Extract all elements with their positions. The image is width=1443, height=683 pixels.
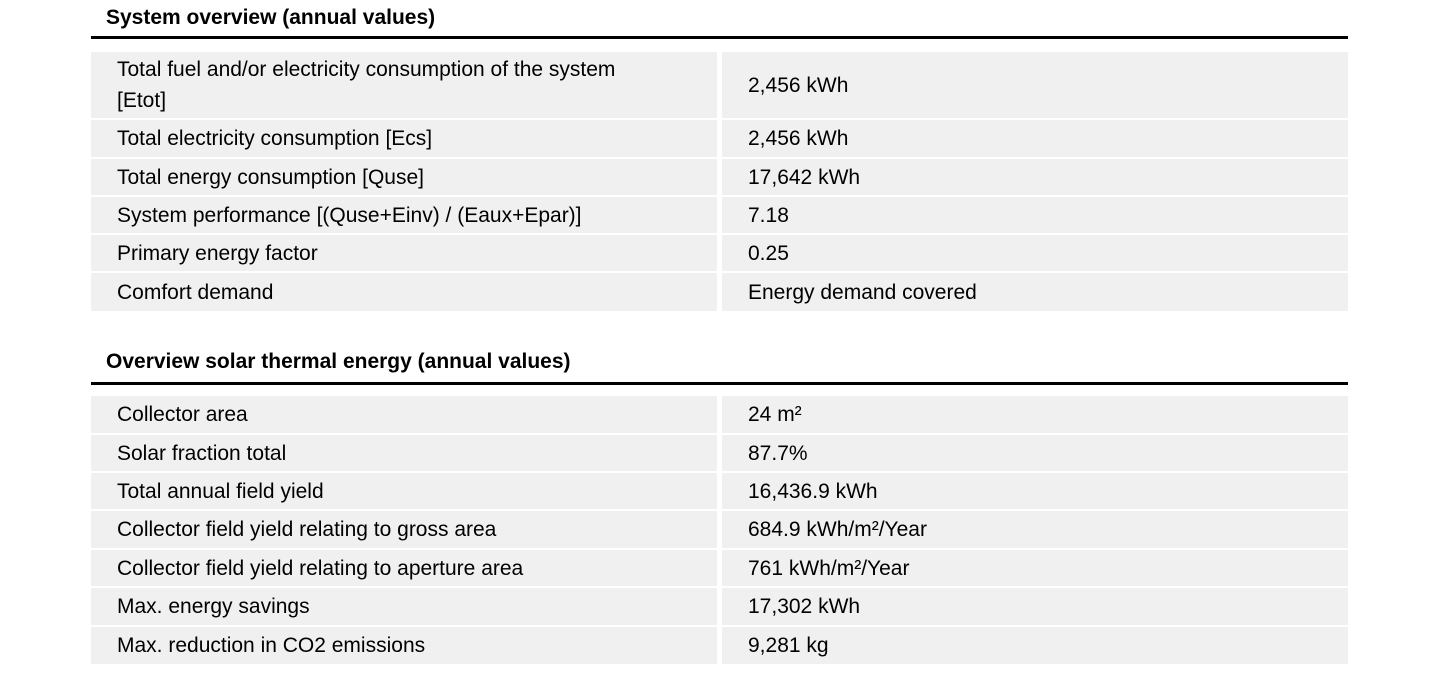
row-label: Collector area <box>117 403 248 426</box>
row-label-cell: Max. energy savings <box>91 588 717 625</box>
row-value: 0.25 <box>748 241 789 265</box>
row-value-cell: 0.25 <box>722 235 1348 271</box>
row-label: Max. reduction in CO2 emissions <box>117 634 426 657</box>
row-value: Energy demand covered <box>748 280 977 304</box>
table-row: Solar fraction total 87.7% <box>91 435 1348 471</box>
table-row: Collector area 24 m² <box>91 396 1348 433</box>
row-value: 87.7% <box>748 441 808 465</box>
table-row: Total annual field yield 16,436.9 kWh <box>91 473 1348 509</box>
title-underline <box>91 382 1348 385</box>
row-label-cell: Total annual field yield <box>91 473 717 509</box>
row-label-cell: Max. reduction in CO2 emissions <box>91 627 717 664</box>
row-value: 761 kWh/m²/Year <box>748 556 910 580</box>
row-label: Collector field yield relating to gross … <box>117 518 497 541</box>
row-label-cell: Collector field yield relating to apertu… <box>91 550 717 586</box>
row-label: Collector field yield relating to apertu… <box>117 556 524 580</box>
row-value: 2,456 kWh <box>748 73 849 97</box>
row-value: 7.18 <box>748 203 789 227</box>
row-label: Solar fraction total <box>117 441 287 465</box>
row-value-cell: Energy demand covered <box>722 273 1348 311</box>
row-label: Total fuel and/or electricity consumptio… <box>117 58 616 112</box>
table-row: Comfort demand Energy demand covered <box>91 273 1348 311</box>
row-value: 24 m² <box>748 403 802 426</box>
row-label-cell: Comfort demand <box>91 273 717 311</box>
row-value: 16,436.9 kWh <box>748 479 878 503</box>
row-value-cell: 17,642 kWh <box>722 159 1348 195</box>
row-value-cell: 2,456 kWh <box>722 52 1348 118</box>
table-row: Max. reduction in CO2 emissions 9,281 kg <box>91 627 1348 664</box>
row-value: 17,302 kWh <box>748 595 861 618</box>
row-value-cell: 87.7% <box>722 435 1348 471</box>
row-value: 2,456 kWh <box>748 127 849 150</box>
row-label: Max. energy savings <box>117 595 310 618</box>
row-label: Primary energy factor <box>117 241 318 265</box>
table-row: Total electricity consumption [Ecs] 2,45… <box>91 120 1348 157</box>
section-solar-thermal-overview: Overview solar thermal energy (annual va… <box>91 348 1348 664</box>
row-value-cell: 17,302 kWh <box>722 588 1348 625</box>
row-value-cell: 684.9 kWh/m²/Year <box>722 511 1348 548</box>
row-label-cell: Total fuel and/or electricity consumptio… <box>91 52 717 118</box>
table-row: Max. energy savings 17,302 kWh <box>91 588 1348 625</box>
section-title: System overview (annual values) <box>106 6 436 29</box>
row-value-cell: 2,456 kWh <box>722 120 1348 157</box>
row-label-cell: System performance [(Quse+Einv) / (Eaux+… <box>91 197 717 233</box>
section-system-overview: System overview (annual values) Total fu… <box>91 4 1348 311</box>
row-label-cell: Collector area <box>91 396 717 433</box>
row-value-cell: 9,281 kg <box>722 627 1348 664</box>
row-value-cell: 16,436.9 kWh <box>722 473 1348 509</box>
row-label-cell: Total energy consumption [Quse] <box>91 159 717 195</box>
row-value-cell: 761 kWh/m²/Year <box>722 550 1348 586</box>
title-underline <box>91 36 1348 39</box>
section-title: Overview solar thermal energy (annual va… <box>106 350 571 373</box>
table-row: Collector field yield relating to apertu… <box>91 550 1348 586</box>
table-row: System performance [(Quse+Einv) / (Eaux+… <box>91 197 1348 233</box>
row-label: Total electricity consumption [Ecs] <box>117 127 433 150</box>
row-label: System performance [(Quse+Einv) / (Eaux+… <box>117 203 582 227</box>
row-value: 17,642 kWh <box>748 165 861 189</box>
solar-thermal-table: Collector area 24 m² Solar fraction tota… <box>91 396 1348 664</box>
row-label: Total annual field yield <box>117 479 324 503</box>
row-value: 684.9 kWh/m²/Year <box>748 518 927 541</box>
table-row: Primary energy factor 0.25 <box>91 235 1348 271</box>
system-overview-table: Total fuel and/or electricity consumptio… <box>91 52 1348 311</box>
table-row: Total energy consumption [Quse] 17,642 k… <box>91 159 1348 195</box>
table-row: Total fuel and/or electricity consumptio… <box>91 52 1348 118</box>
row-label-cell: Solar fraction total <box>91 435 717 471</box>
row-value-cell: 24 m² <box>722 396 1348 433</box>
table-row: Collector field yield relating to gross … <box>91 511 1348 548</box>
row-value-cell: 7.18 <box>722 197 1348 233</box>
row-value: 9,281 kg <box>748 634 829 657</box>
row-label: Comfort demand <box>117 280 274 304</box>
row-label: Total energy consumption [Quse] <box>117 165 425 189</box>
row-label-cell: Primary energy factor <box>91 235 717 271</box>
row-label-cell: Total electricity consumption [Ecs] <box>91 120 717 157</box>
row-label-cell: Collector field yield relating to gross … <box>91 511 717 548</box>
